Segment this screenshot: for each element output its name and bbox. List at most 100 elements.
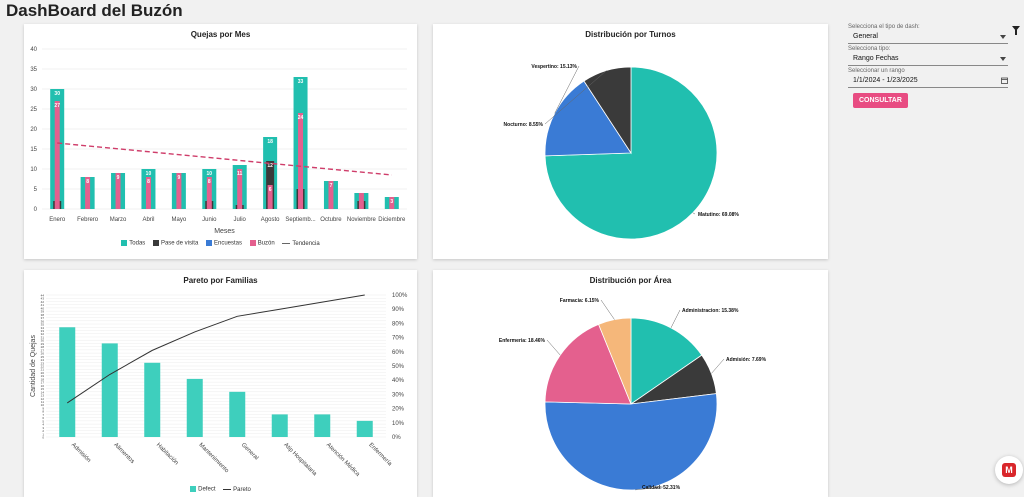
data-label: 24 <box>298 115 304 121</box>
date-range-field[interactable]: 1/1/2024 - 1/23/2025 <box>848 74 1008 88</box>
y-tick-label: 3 <box>42 426 44 430</box>
y-tick-label: 15 <box>41 387 45 391</box>
y-tick-label: 17 <box>41 381 45 385</box>
chevron-down-icon <box>1000 34 1006 39</box>
y-tick-label: 10 <box>30 167 37 173</box>
y-tick-label: 31 <box>41 335 45 339</box>
y-tick-label: 33 <box>41 329 45 333</box>
data-label: 3 <box>390 199 393 205</box>
y2-tick-label: 70% <box>392 336 405 342</box>
y-tick-label: 44 <box>41 294 45 298</box>
y-tick-label: 20 <box>30 127 37 133</box>
pie-leader-line <box>635 486 664 491</box>
bar-buzón <box>176 173 182 209</box>
data-label: 10 <box>146 171 152 177</box>
y-tick-label: 41 <box>41 303 45 307</box>
type-select[interactable]: Rango Fechas <box>848 52 1008 66</box>
chart-card-quejas-mes: Quejas por Mes 051015202530354030227Ener… <box>24 24 417 259</box>
y-tick-label: 5 <box>34 187 38 193</box>
calendar-icon[interactable] <box>1001 77 1008 84</box>
legend-item[interactable]: Todas <box>121 240 145 247</box>
legend-item[interactable]: Pase de visita <box>152 240 198 247</box>
bar-buzón <box>206 177 212 209</box>
bar-defect <box>356 420 373 437</box>
y2-tick-label: 20% <box>392 407 405 413</box>
y-tick-label: 40 <box>30 47 37 53</box>
legend-item[interactable]: Buzón <box>249 240 275 247</box>
chart-title: Distribución por Turnos <box>585 30 676 39</box>
x-tick-label: Marzo <box>110 217 127 223</box>
chart-title: Pareto por Familias <box>183 276 258 285</box>
legend-item[interactable]: Encuestas <box>205 240 242 247</box>
filter-panel: Selecciona el tipo de dash: General Sele… <box>848 22 1008 108</box>
y2-tick-label: 60% <box>392 350 405 356</box>
chart-title: Distribución por Área <box>589 276 672 285</box>
y-tick-label: 0 <box>34 207 38 213</box>
y-tick-label: 34 <box>41 326 45 330</box>
pie-label: Administracion: 15.38% <box>682 308 739 314</box>
pie-slice <box>630 317 703 405</box>
y-tick-label: 35 <box>41 323 45 327</box>
chevron-down-icon <box>1000 56 1006 61</box>
x-tick-label: Habitación <box>155 442 179 466</box>
pie-label: Calidad: 52.31% <box>642 485 681 491</box>
chart-card-area: Distribución por Área Administracion: 15… <box>433 270 828 497</box>
y-tick-label: 14 <box>41 390 45 394</box>
data-label: 11 <box>237 171 243 177</box>
bar-defect <box>186 378 203 437</box>
chart-card-pareto: Pareto por Familias 0 1 2 3 4 5 6 7 8 9 10 11 12 13 14… <box>24 270 417 497</box>
x-tick-label: Mantenimiento <box>197 442 230 475</box>
x-tick-label: Noviembre <box>347 217 377 223</box>
pareto-line <box>66 294 365 404</box>
y-tick-label: 35 <box>30 67 37 73</box>
y-tick-label: 26 <box>41 352 45 356</box>
y-tick-label: 9 <box>42 406 44 410</box>
consultar-button[interactable]: CONSULTAR <box>853 93 908 108</box>
x-tick-label: Enfermería <box>367 442 393 468</box>
pie-label: Vespertino: 15.13% <box>531 64 577 70</box>
x-tick-label: Abril <box>142 217 154 223</box>
data-label: 18 <box>267 139 273 145</box>
y2-tick-label: 50% <box>392 364 405 370</box>
data-label: 10 <box>207 171 213 177</box>
pie-slice <box>544 393 718 491</box>
y-tick-label: 18 <box>41 377 45 381</box>
y-tick-label: 2 <box>42 429 44 433</box>
y-tick-label: 7 <box>42 413 44 417</box>
brand-logo-icon: M <box>1002 463 1016 477</box>
data-label: 8 <box>147 179 150 185</box>
x-tick-label: Junio <box>202 217 217 223</box>
x-tick-label: Atip Hospitalaria <box>282 442 318 478</box>
x-tick-label: Mayo <box>172 217 187 223</box>
y2-tick-label: 80% <box>392 321 405 327</box>
bar-defect <box>271 414 288 437</box>
legend-item[interactable]: Pareto <box>223 487 251 493</box>
turnos-pie-chart: Matutino: 69.08% Vespertino: 15.13% Noctur… <box>504 64 739 240</box>
bar-buzón <box>145 177 151 209</box>
y-tick-label: 38 <box>41 313 45 317</box>
y-tick-label: 23 <box>41 361 45 365</box>
filter-icon[interactable] <box>1012 26 1020 35</box>
data-label: 30 <box>54 91 60 97</box>
y-tick-label: 27 <box>41 348 45 352</box>
bar-buzón <box>85 177 91 209</box>
legend-item[interactable]: Defect <box>190 486 215 493</box>
y-tick-label: 22 <box>41 365 45 369</box>
y-tick-label: 21 <box>41 368 45 372</box>
pie-leader-line <box>692 212 696 215</box>
bar-buzón <box>358 193 364 209</box>
bar-defect <box>229 391 246 437</box>
x-tick-label: Febrero <box>77 217 99 223</box>
pie-slice <box>544 323 632 405</box>
bar-buzón <box>328 181 334 209</box>
legend-item[interactable]: Tendencia <box>282 241 320 247</box>
y-tick-label: 28 <box>41 345 45 349</box>
y-tick-label: 5 <box>42 419 44 423</box>
y-tick-label: 10 <box>41 403 45 407</box>
data-label: 33 <box>298 79 304 85</box>
y-tick-label: 30 <box>30 87 37 93</box>
chart-legend: Todas Pase de visita Encuestas Buzón Ten… <box>24 240 417 247</box>
y-axis-title: Cantidad de Quejas <box>30 335 37 397</box>
dash-type-select[interactable]: General <box>848 30 1008 44</box>
app-launcher-button[interactable]: M <box>995 456 1023 484</box>
